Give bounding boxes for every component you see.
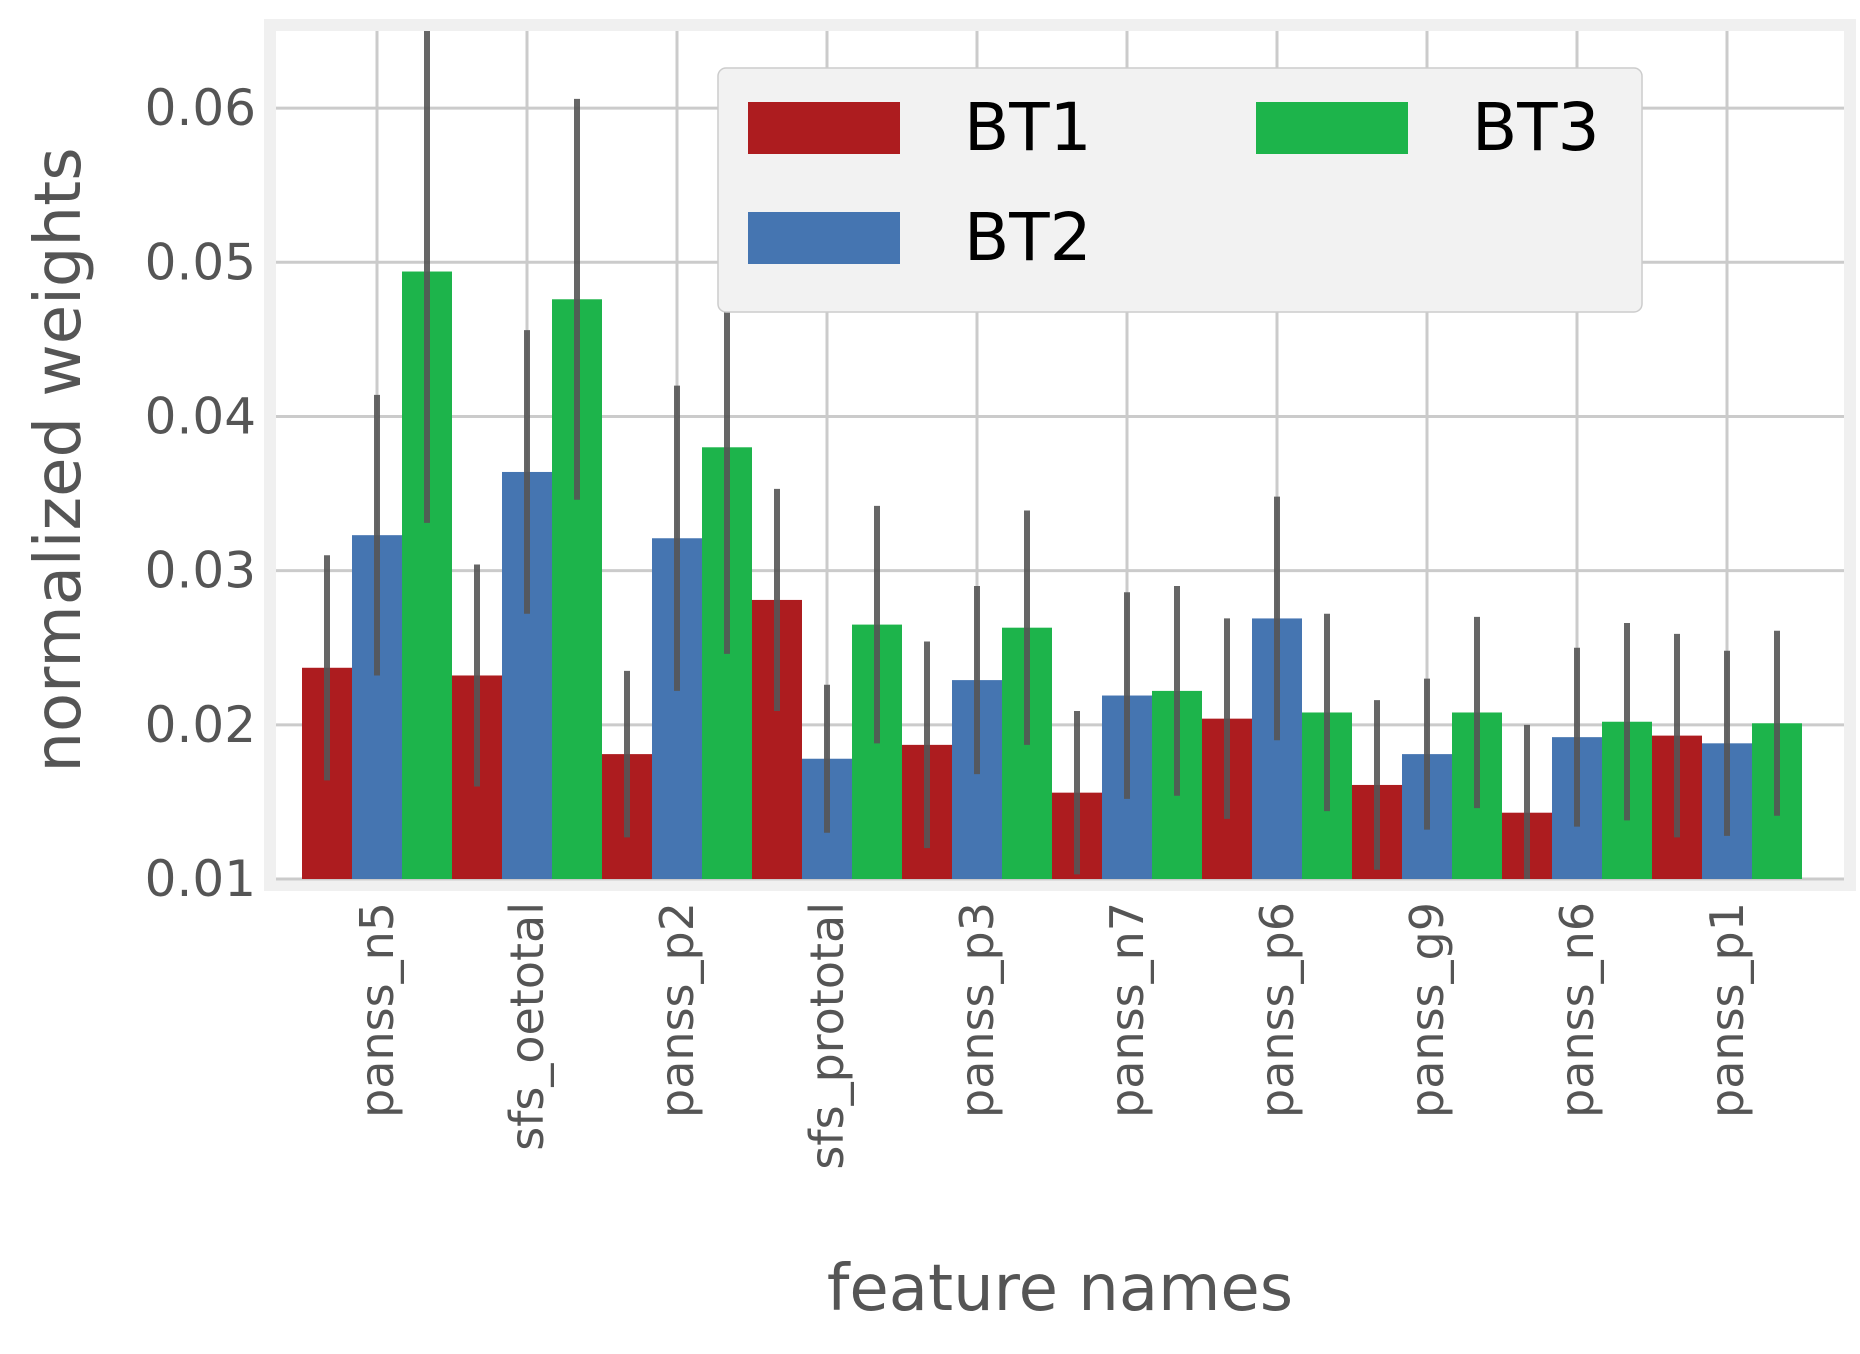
legend: BT1 BT2 BT3 — [717, 67, 1643, 313]
y-axis-title: normalized weights — [22, 147, 96, 772]
x-tick-labels: panss_n5 sfs_oetotal panss_p2 sfs_prototal p… — [350, 902, 1754, 1170]
legend-swatch-bt2 — [748, 212, 900, 264]
legend-swatch-bt3 — [1256, 102, 1408, 154]
x-tick-label: panss_p3 — [950, 902, 1004, 1118]
legend-swatch-bt1 — [748, 102, 900, 154]
x-tick-label: panss_n7 — [1100, 902, 1154, 1118]
bars — [302, 271, 1802, 879]
x-axis-title: feature names — [827, 1252, 1293, 1326]
y-tick-label: 0.01 — [145, 850, 256, 908]
x-tick-label: panss_n6 — [1550, 902, 1604, 1118]
x-tick-label: sfs_prototal — [800, 902, 854, 1170]
plot-frame — [264, 19, 1856, 891]
legend-label-bt2: BT2 — [964, 199, 1092, 276]
y-tick-label: 0.03 — [145, 542, 256, 600]
error-bars — [324, 31, 1780, 879]
x-tick-label: panss_p6 — [1250, 902, 1304, 1118]
x-tick-label: panss_p1 — [1700, 902, 1754, 1118]
x-tick-label: panss_g9 — [1400, 902, 1454, 1118]
legend-label-bt3: BT3 — [1472, 89, 1600, 166]
y-tick-label: 0.04 — [145, 387, 256, 445]
y-tick-label: 0.06 — [145, 79, 256, 137]
legend-label-bt1: BT1 — [964, 89, 1092, 166]
y-tick-labels: 0.01 0.02 0.03 0.04 0.05 0.06 — [145, 79, 256, 908]
y-tick-label: 0.05 — [145, 233, 256, 291]
x-tick-label: panss_n5 — [350, 902, 404, 1118]
x-tick-label: panss_p2 — [650, 902, 704, 1118]
legend-box — [717, 67, 1643, 313]
x-tick-label: sfs_oetotal — [500, 902, 554, 1151]
y-tick-label: 0.02 — [145, 696, 256, 754]
